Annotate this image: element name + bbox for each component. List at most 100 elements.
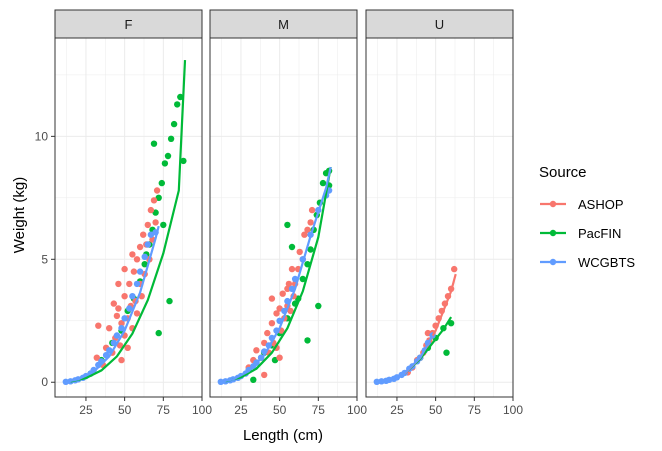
- panel-background: [55, 38, 202, 397]
- legend: Source ASHOP PacFIN WCGBTS: [539, 164, 635, 270]
- data-point: [250, 376, 257, 383]
- data-point: [126, 305, 133, 312]
- data-point: [133, 256, 141, 263]
- fit-line-pacfin: [70, 60, 187, 383]
- data-point: [451, 265, 458, 273]
- panel-border: [365, 37, 514, 398]
- data-point: [147, 231, 155, 238]
- data-point: [121, 315, 128, 322]
- axes: Length (cm) Weight (kg) 25 50 75 100 25 50 75 1…: [11, 129, 523, 444]
- data-point: [174, 101, 181, 108]
- x-tick-label: 50: [273, 403, 287, 417]
- series-ashop: [93, 187, 161, 369]
- data-point: [443, 349, 450, 356]
- data-point: [308, 206, 316, 214]
- data-point: [301, 231, 308, 238]
- data-point: [126, 280, 133, 288]
- data-point: [121, 293, 128, 300]
- data-point: [113, 332, 121, 339]
- data-point: [106, 325, 113, 332]
- legend-label: WCGBTS: [578, 255, 635, 270]
- data-point: [284, 285, 291, 292]
- legend-key-point: [549, 200, 557, 208]
- data-point: [164, 152, 172, 160]
- data-point: [299, 275, 306, 283]
- data-point: [144, 241, 151, 248]
- data-point: [264, 329, 271, 337]
- panel-border: [54, 37, 203, 398]
- data-point: [261, 371, 268, 379]
- data-point: [315, 302, 322, 310]
- data-point: [268, 320, 276, 327]
- data-point: [276, 354, 283, 361]
- x-tick-label: 25: [390, 403, 404, 417]
- data-point: [118, 325, 125, 332]
- data-point: [115, 305, 122, 312]
- x-tick-label: 100: [192, 403, 212, 417]
- data-point: [161, 160, 169, 167]
- data-point: [268, 295, 276, 302]
- data-point: [121, 265, 128, 273]
- data-point: [276, 305, 283, 312]
- data-point: [155, 194, 162, 201]
- data-point: [141, 253, 148, 260]
- data-point: [287, 307, 294, 315]
- data-point: [304, 337, 311, 344]
- x-tick-label: 100: [503, 403, 523, 417]
- data-point: [150, 140, 158, 147]
- facet-strip: [54, 9, 203, 39]
- legend-label: ASHOP: [578, 197, 624, 212]
- data-point: [118, 320, 125, 327]
- x-tick-label: 25: [234, 403, 248, 417]
- data-point: [177, 93, 184, 101]
- data-point: [93, 354, 101, 361]
- data-point: [133, 310, 141, 317]
- x-axis-title: Length (cm): [243, 427, 323, 444]
- data-point: [253, 347, 260, 354]
- data-point: [273, 310, 280, 317]
- fit-line-wcgbts: [376, 334, 434, 383]
- legend-title: Source: [539, 164, 587, 181]
- data-point: [167, 135, 175, 142]
- data-point: [307, 246, 314, 253]
- legend-entry-wcgbts: WCGBTS: [540, 255, 635, 270]
- data-point: [147, 206, 155, 214]
- data-point: [129, 251, 136, 258]
- y-tick-label: 0: [41, 375, 48, 389]
- data-point: [130, 268, 138, 275]
- data-point: [116, 342, 124, 349]
- data-point: [115, 280, 122, 288]
- legend-key-point: [549, 258, 557, 266]
- data-point: [319, 179, 327, 187]
- data-point: [110, 300, 118, 307]
- panel-background: [210, 38, 357, 397]
- data-point: [153, 187, 161, 194]
- data-point: [304, 226, 311, 233]
- x-tick-label: 50: [429, 403, 443, 417]
- legend-key-point: [549, 229, 557, 237]
- data-point: [113, 312, 121, 320]
- data-point: [180, 157, 187, 165]
- data-point: [140, 231, 147, 238]
- y-tick-label: 10: [35, 129, 49, 143]
- data-point: [285, 280, 293, 288]
- legend-entry-ashop: ASHOP: [540, 197, 624, 212]
- panel-background: [366, 38, 513, 397]
- data-point: [136, 243, 144, 251]
- fit-line-wcgbts: [65, 225, 160, 383]
- x-tick-label: 100: [347, 403, 367, 417]
- data-point: [307, 219, 314, 226]
- panel-border: [209, 37, 358, 398]
- facet-panel-m: M: [209, 9, 358, 398]
- facet-strip: [365, 9, 514, 39]
- data-point: [160, 221, 167, 229]
- data-point: [284, 221, 291, 229]
- data-point: [118, 356, 125, 364]
- data-point: [152, 209, 159, 216]
- data-point: [288, 243, 296, 251]
- data-point: [158, 179, 165, 187]
- facet-strip-label: F: [125, 17, 133, 32]
- facet-strip-label: U: [435, 17, 444, 32]
- fit-line-wcgbts: [220, 166, 332, 383]
